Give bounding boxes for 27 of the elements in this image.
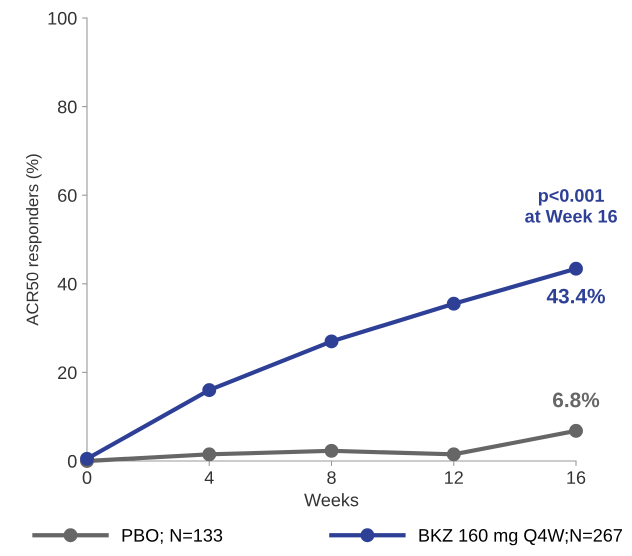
point (569, 424, 583, 438)
y-tick-label: 20 (58, 366, 77, 380)
y-tick-label: 40 (58, 278, 77, 291)
data-label: 43.4% (546, 288, 605, 304)
y-axis-title: ACR50 responders (%) (26, 154, 42, 326)
point (80, 452, 94, 466)
point (446, 447, 461, 462)
point (324, 444, 338, 458)
data-label: 6.8% (553, 392, 600, 408)
point (569, 262, 583, 276)
y-tick-label: 100 (48, 12, 77, 25)
x-tick-label: 12 (445, 471, 463, 484)
point (202, 447, 216, 462)
x-tick-label: 4 (204, 471, 214, 484)
y-tick-label: 0 (68, 454, 77, 468)
y-tick-label: 80 (58, 100, 77, 114)
annotation: p<0.001 at Week 16 (525, 189, 617, 223)
legend-label: BKZ 160 mg Q4W;N=267 (419, 528, 622, 546)
point (446, 296, 461, 311)
y-tick-label: 60 (58, 189, 77, 202)
x-tick-label: 8 (327, 471, 336, 484)
point (202, 383, 216, 398)
x-tick-label: 16 (567, 471, 586, 484)
legend-label: PBO; N=133 (122, 528, 222, 544)
x-axis-title: Weeks (304, 493, 358, 506)
point (324, 334, 338, 348)
x-tick-label: 0 (82, 471, 92, 484)
